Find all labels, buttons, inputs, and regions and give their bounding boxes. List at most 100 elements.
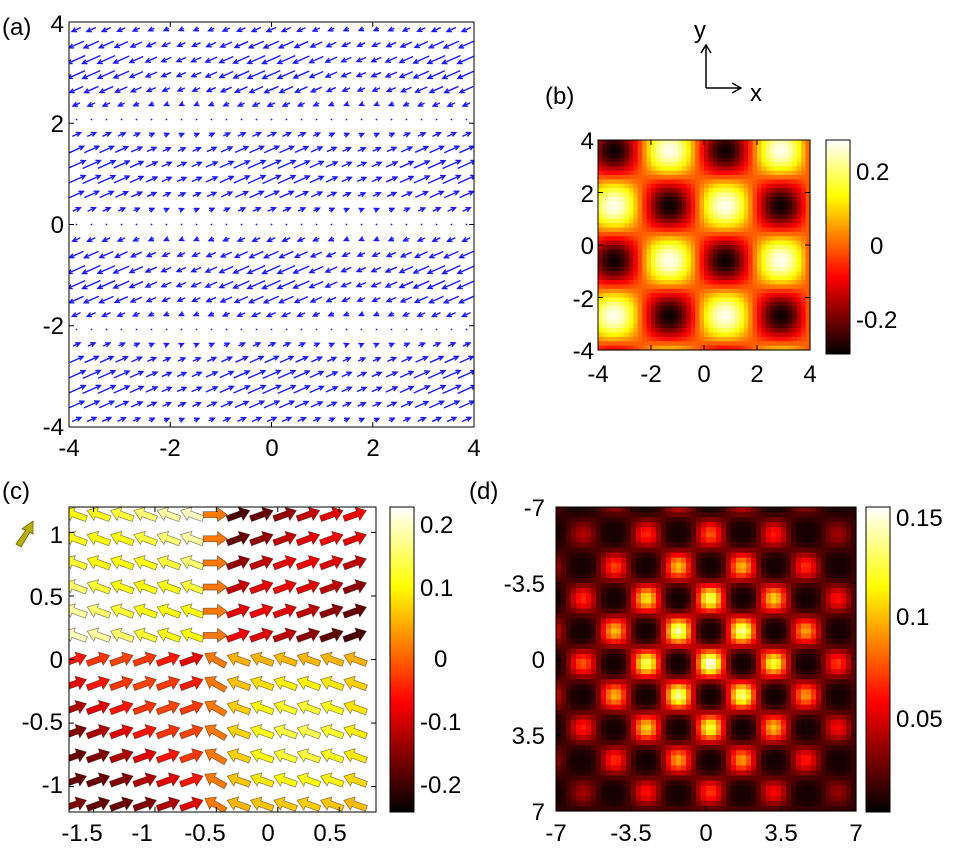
heatmap-cell bbox=[556, 638, 562, 645]
heatmap-cell bbox=[598, 284, 604, 290]
quiver-arrow bbox=[246, 70, 266, 80]
heatmap-cell bbox=[704, 328, 710, 334]
vector-arrow bbox=[85, 651, 111, 667]
heatmap-cell bbox=[646, 148, 652, 154]
heatmap-cell bbox=[615, 240, 621, 246]
arrow-body bbox=[342, 603, 368, 619]
heatmap-cell bbox=[651, 266, 657, 272]
arrow-head bbox=[177, 26, 185, 32]
arrow-head bbox=[258, 400, 266, 406]
arrow-head bbox=[162, 236, 170, 242]
arrow-head bbox=[178, 132, 186, 138]
heatmap-cell bbox=[704, 336, 710, 342]
heatmap-cell bbox=[602, 236, 608, 242]
arrow-head bbox=[190, 42, 198, 48]
heatmap-cell bbox=[752, 332, 758, 338]
heatmap-cell bbox=[602, 297, 608, 303]
arrow-head bbox=[136, 146, 144, 152]
heatmap-cell bbox=[739, 328, 745, 334]
heatmap-cell bbox=[606, 315, 612, 320]
arrow-shaft bbox=[458, 40, 474, 49]
heatmap-cell bbox=[801, 227, 807, 233]
arrow-shaft bbox=[83, 40, 100, 49]
heatmap-cell bbox=[739, 148, 745, 154]
heatmap-cell bbox=[739, 157, 745, 163]
quiver-arrow bbox=[325, 86, 337, 93]
heatmap-cell bbox=[651, 223, 657, 229]
heatmap-cell bbox=[743, 214, 749, 220]
arrow-head bbox=[461, 236, 468, 243]
heatmap-cell bbox=[690, 161, 696, 167]
arrow-head bbox=[278, 88, 285, 94]
arrow-head bbox=[134, 342, 141, 348]
arrow-head bbox=[360, 147, 367, 153]
arrow-body bbox=[248, 554, 274, 571]
quiver-arrow bbox=[462, 342, 472, 348]
quiver-arrow bbox=[102, 131, 113, 137]
heatmap-cell bbox=[695, 271, 701, 277]
heatmap-cell bbox=[717, 253, 723, 259]
heatmap-cell bbox=[761, 175, 767, 180]
heatmap-cell bbox=[730, 341, 736, 347]
vector-arrow bbox=[204, 796, 228, 812]
heatmap-cell bbox=[642, 223, 648, 229]
heatmap-cell bbox=[686, 140, 692, 145]
arrow-shaft bbox=[277, 54, 296, 65]
heatmap-cell bbox=[602, 210, 608, 215]
heatmap-cell bbox=[646, 341, 652, 347]
quiver-arrow bbox=[82, 295, 100, 304]
vector-arrow bbox=[226, 796, 252, 812]
quiver-arrow bbox=[165, 328, 168, 331]
quiver-arrow bbox=[176, 86, 186, 92]
quiver-arrow bbox=[281, 416, 293, 423]
heatmap-cell bbox=[566, 790, 572, 797]
heatmap-cell bbox=[801, 223, 807, 229]
quiver-arrow bbox=[161, 161, 173, 168]
heatmap-cell bbox=[721, 328, 727, 334]
heatmap-cell bbox=[721, 201, 727, 207]
heatmap-cell bbox=[642, 297, 648, 303]
vector-arrow bbox=[133, 507, 158, 523]
arrow-head bbox=[244, 160, 251, 166]
vector-arrow bbox=[204, 748, 228, 766]
arrow-head bbox=[308, 268, 315, 274]
quiver-arrow bbox=[300, 328, 303, 331]
heatmap-cell bbox=[730, 140, 736, 145]
quiver-arrow bbox=[357, 357, 367, 363]
heatmap-cell bbox=[739, 345, 745, 351]
quiver-arrow bbox=[328, 207, 336, 213]
heatmap-cell bbox=[677, 284, 683, 290]
heatmap-cell bbox=[677, 249, 683, 255]
heatmap-cell bbox=[730, 328, 736, 334]
arrow-body bbox=[156, 603, 182, 619]
arrow-shaft bbox=[129, 160, 144, 169]
heatmap-cell bbox=[805, 328, 811, 334]
quiver-arrow bbox=[358, 101, 365, 107]
vector-arrow bbox=[249, 699, 275, 716]
heatmap-cell bbox=[708, 227, 714, 233]
heatmap-cell bbox=[712, 140, 718, 145]
arrow-shaft bbox=[309, 370, 324, 379]
quiver-arrow bbox=[129, 86, 142, 93]
heatmap-cell bbox=[739, 315, 745, 320]
heatmap-cell bbox=[779, 188, 785, 194]
heatmap-cell bbox=[628, 328, 634, 334]
heatmap-cell bbox=[787, 319, 793, 325]
arrow-body bbox=[155, 651, 181, 667]
heatmap-cell bbox=[801, 297, 807, 303]
heatmap-cell bbox=[602, 315, 608, 320]
arrow-shaft bbox=[279, 250, 294, 259]
arrow-head bbox=[270, 131, 278, 137]
arrow-head bbox=[180, 401, 187, 408]
heatmap-cell bbox=[633, 271, 639, 277]
quiver-arrow bbox=[277, 159, 297, 170]
arrow-head bbox=[134, 132, 142, 138]
vector-arrow bbox=[226, 772, 252, 788]
arrow-shaft bbox=[278, 40, 295, 49]
quiver-arrow bbox=[237, 416, 247, 422]
arrow-head bbox=[408, 175, 415, 181]
arrow-head bbox=[327, 26, 334, 32]
arrow-shaft bbox=[191, 281, 202, 288]
heatmap-cell bbox=[726, 205, 732, 211]
arrow-body bbox=[226, 772, 252, 788]
